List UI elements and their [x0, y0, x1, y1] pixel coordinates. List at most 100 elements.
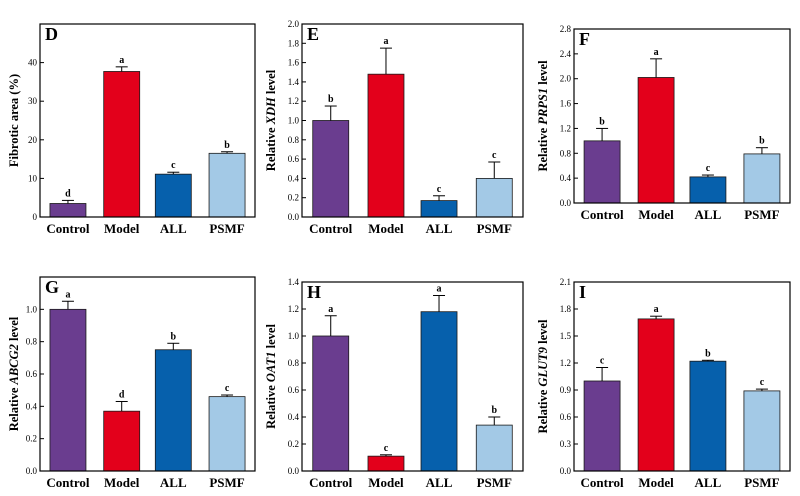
significance-letter: b — [759, 136, 765, 147]
panel-E: b Control a Model c ALL c PSMF 0.0 0.2 0.4 0.6 0.8 1.… — [264, 19, 524, 236]
bar-model — [103, 410, 141, 472]
y-tick-label: 0.2 — [26, 434, 37, 444]
category-label: PSMF — [477, 221, 512, 236]
y-tick-label: 1.5 — [560, 331, 572, 341]
category-label: Control — [581, 207, 624, 222]
y-tick-label: 0.8 — [26, 337, 38, 347]
panel-letter: D — [45, 24, 58, 44]
y-tick-label: 0.4 — [288, 412, 300, 422]
significance-letter: a — [654, 47, 659, 58]
panel-I: c Control a Model b ALL c PSMF 0.0 0.3 0.6 0.9 1.2 1.… — [536, 277, 791, 490]
y-axis-label: Relative PRPS1 level — [536, 60, 550, 172]
significance-letter: c — [706, 163, 711, 174]
significance-letter: b — [705, 348, 711, 359]
category-label: ALL — [695, 207, 722, 222]
significance-letter: a — [654, 304, 659, 315]
category-label: Model — [104, 221, 140, 236]
panel-G: a Control d Model b ALL c PSMF 0.0 0.2 0.4 0.6 0.8 1.… — [7, 276, 256, 490]
y-tick-label: 1.0 — [288, 116, 300, 126]
significance-letter: d — [65, 188, 71, 199]
category-label: Model — [368, 221, 404, 236]
y-tick-label: 0.4 — [560, 173, 572, 183]
significance-letter: b — [599, 116, 605, 127]
y-tick-label: 0.4 — [288, 173, 300, 183]
y-axis-label: Relative OAT1 level — [264, 324, 278, 429]
bar-model — [103, 71, 141, 218]
category-label: PSMF — [209, 475, 244, 490]
bar-control — [583, 140, 621, 204]
bar-all — [154, 173, 192, 218]
y-tick-label: 2.1 — [560, 277, 571, 287]
y-tick-label: 2.0 — [288, 19, 300, 29]
y-tick-label: 1.4 — [288, 277, 300, 287]
y-tick-label: 0 — [33, 212, 38, 222]
category-label: Control — [46, 221, 89, 236]
significance-letter: c — [760, 377, 765, 388]
y-tick-label: 0.6 — [288, 154, 300, 164]
y-tick-label: 1.0 — [26, 304, 38, 314]
y-tick-label: 1.0 — [288, 331, 300, 341]
y-tick-label: 0.0 — [560, 198, 572, 208]
y-tick-label: 1.2 — [288, 304, 299, 314]
category-label: Control — [309, 475, 352, 490]
significance-letter: b — [171, 331, 177, 342]
significance-letter: c — [384, 443, 389, 454]
category-label: PSMF — [209, 221, 244, 236]
y-axis-label: Relative ABCG2 level — [7, 316, 21, 431]
y-tick-label: 1.6 — [560, 99, 572, 109]
significance-letter: b — [491, 405, 497, 416]
category-label: Control — [46, 475, 89, 490]
bar-model — [367, 73, 405, 218]
significance-letter: d — [119, 389, 125, 400]
bar-model — [637, 318, 675, 472]
category-label: ALL — [426, 221, 453, 236]
bar-all — [689, 176, 727, 204]
category-label: Control — [309, 221, 352, 236]
y-tick-label: 20 — [28, 135, 38, 145]
bar-all — [420, 200, 458, 218]
bar-psmf — [475, 424, 513, 472]
category-label: Control — [581, 475, 624, 490]
axes-frame — [39, 23, 256, 218]
y-tick-label: 30 — [28, 96, 38, 106]
bar-psmf — [208, 152, 246, 218]
y-tick-label: 0.6 — [26, 369, 38, 379]
y-tick-label: 1.6 — [288, 58, 300, 68]
y-tick-label: 10 — [28, 173, 38, 183]
y-tick-label: 1.2 — [560, 358, 571, 368]
significance-letter: a — [65, 289, 70, 300]
y-axis-label: Relative GLUT9 level — [536, 319, 550, 433]
category-label: ALL — [160, 475, 187, 490]
y-tick-label: 1.2 — [288, 96, 299, 106]
y-axis-label: Relative XDH level — [264, 69, 278, 171]
y-tick-label: 0.6 — [560, 412, 572, 422]
category-label: PSMF — [744, 207, 779, 222]
axes-frame — [573, 28, 791, 204]
significance-letter: a — [119, 55, 124, 66]
bar-all — [154, 349, 192, 472]
significance-letter: c — [171, 160, 176, 171]
bar-all — [689, 360, 727, 472]
panel-F: b Control a Model c ALL b PSMF 0.0 0.4 0.8 1.2 1.6 2.… — [536, 24, 791, 222]
y-tick-label: 2.8 — [560, 24, 572, 34]
panel-letter: F — [579, 29, 590, 49]
y-tick-label: 0.4 — [26, 401, 38, 411]
bar-model — [637, 77, 675, 204]
y-tick-label: 0.0 — [26, 466, 38, 476]
bar-psmf — [743, 390, 781, 472]
category-label: Model — [104, 475, 140, 490]
bar-psmf — [475, 177, 513, 218]
y-tick-label: 0.2 — [288, 193, 299, 203]
category-label: Model — [638, 475, 674, 490]
bar-control — [49, 308, 87, 472]
significance-letter: a — [328, 304, 333, 315]
y-tick-label: 0.9 — [560, 385, 572, 395]
y-tick-label: 0.0 — [560, 466, 572, 476]
bar-all — [420, 311, 458, 472]
y-tick-label: 0.8 — [288, 358, 300, 368]
axes-frame — [301, 281, 524, 472]
bar-psmf — [743, 153, 781, 204]
y-tick-label: 2.4 — [560, 49, 572, 59]
y-tick-label: 1.4 — [288, 77, 300, 87]
category-label: ALL — [695, 475, 722, 490]
